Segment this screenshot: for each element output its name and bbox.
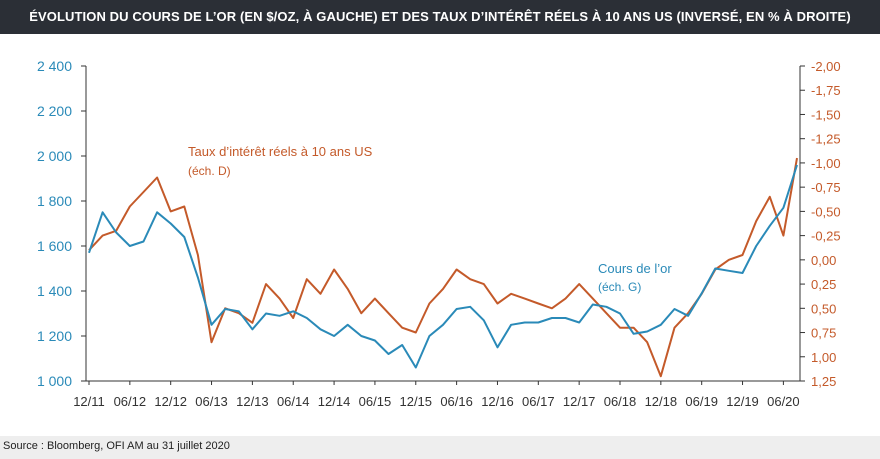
left-tick-label: 1 600 — [37, 238, 72, 254]
gold-series-line — [88, 164, 798, 369]
left-tick-label: 2 400 — [37, 58, 72, 74]
series-layer — [88, 157, 798, 378]
x-tick-label: 06/17 — [522, 394, 555, 409]
gold-annotation-sub: (éch. G) — [598, 280, 642, 294]
x-tick-label: 06/14 — [277, 394, 310, 409]
right-tick-label: -2,00 — [811, 59, 841, 74]
x-tick-label: 12/17 — [563, 394, 596, 409]
right-tick-label: 0,50 — [811, 301, 836, 316]
left-tick-label: 2 200 — [37, 103, 72, 119]
x-tick-label: 12/16 — [481, 394, 514, 409]
source-note: Source : Bloomberg, OFI AM au 31 juillet… — [3, 440, 230, 452]
axes — [85, 66, 801, 382]
left-tick-label: 1 800 — [37, 193, 72, 209]
right-tick-label: 0,25 — [811, 277, 836, 292]
right-tick-label: -0,50 — [811, 204, 841, 219]
right-tick-label: -1,50 — [811, 107, 841, 122]
x-axis: 12/11 06/12 12/12 06/13 12/13 06/14 12/14 06/15… — [73, 381, 800, 409]
x-tick-label: 06/15 — [359, 394, 392, 409]
right-tick-label: -1,00 — [811, 156, 841, 171]
x-tick-label: 06/20 — [767, 394, 800, 409]
right-tick-label: -0,75 — [811, 180, 841, 195]
x-tick-label: 12/14 — [318, 394, 351, 409]
gold-annotation-label: Cours de l’or — [598, 261, 672, 276]
footer-bar — [0, 436, 880, 459]
right-tick-label: 0,75 — [811, 326, 836, 341]
left-tick-label: 2 000 — [37, 148, 72, 164]
left-tick-label: 1 200 — [37, 328, 72, 344]
x-tick-label: 12/13 — [236, 394, 269, 409]
x-tick-label: 12/19 — [726, 394, 759, 409]
x-tick-label: 06/16 — [440, 394, 473, 409]
chart-title: ÉVOLUTION DU COURS DE L’OR (EN $/OZ, À G… — [29, 9, 851, 24]
x-tick-label: 06/12 — [114, 394, 147, 409]
rates-annotation-sub: (éch. D) — [188, 164, 231, 178]
x-tick-label: 12/15 — [399, 394, 432, 409]
left-tick-label: 1 000 — [37, 373, 72, 389]
x-tick-label: 06/13 — [195, 394, 228, 409]
chart: 1 000 1 200 1 400 1 600 1 800 2 000 2 200 2 400… — [37, 58, 841, 409]
x-tick-label: 12/12 — [154, 394, 187, 409]
right-tick-label: -1,25 — [811, 132, 841, 147]
title-bar: ÉVOLUTION DU COURS DE L’OR (EN $/OZ, À G… — [0, 0, 880, 34]
right-tick-label: -1,75 — [811, 83, 841, 98]
right-axis: -2,00 -1,75 -1,50 -1,25 -1,00 -0,75 -0,50 -0,25… — [800, 59, 841, 389]
right-tick-label: 0,00 — [811, 253, 836, 268]
x-tick-label: 06/18 — [604, 394, 637, 409]
right-tick-label: 1,00 — [811, 350, 836, 365]
x-tick-label: 12/18 — [645, 394, 678, 409]
left-tick-label: 1 400 — [37, 283, 72, 299]
rates-annotation-label: Taux d’intérêt réels à 10 ans US — [188, 144, 373, 159]
rates-series-line — [88, 157, 798, 378]
left-axis: 1 000 1 200 1 400 1 600 1 800 2 000 2 200 2 400 — [37, 58, 86, 389]
right-tick-label: -0,25 — [811, 229, 841, 244]
x-tick-label: 06/19 — [685, 394, 718, 409]
x-tick-label: 12/11 — [73, 394, 105, 409]
right-tick-label: 1,25 — [811, 374, 836, 389]
